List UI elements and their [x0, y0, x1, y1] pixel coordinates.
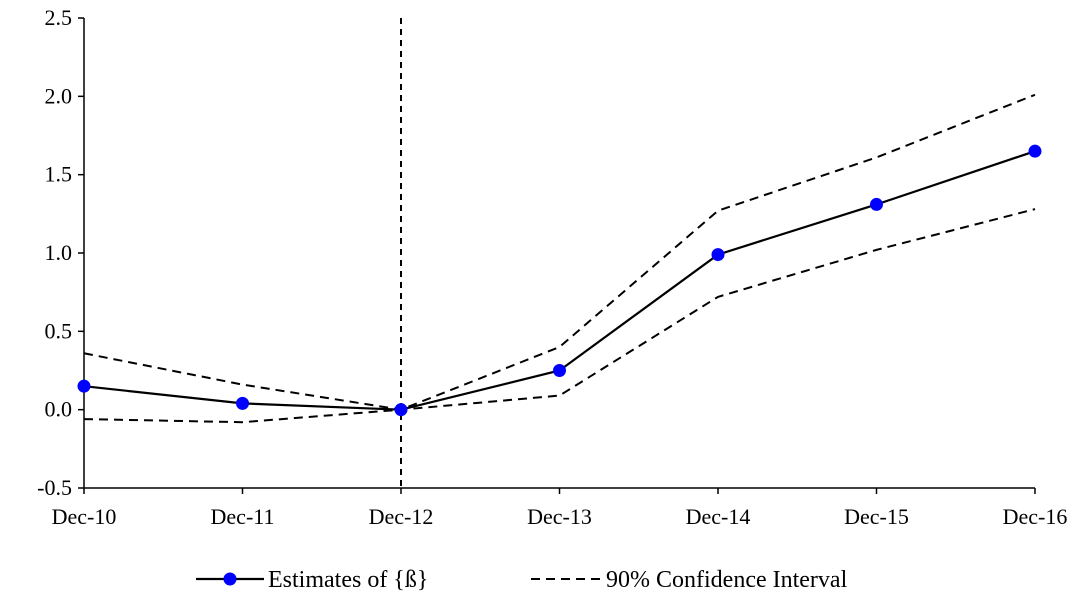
estimate-point [711, 248, 725, 262]
legend: Estimates of {ß} 90% Confidence Interval [196, 567, 848, 593]
y-tick-label: 0.5 [45, 318, 73, 343]
estimate-point [1028, 144, 1042, 158]
series-layer [77, 93, 1042, 424]
y-tick-label: 1.5 [45, 162, 73, 187]
estimate-point [77, 379, 91, 393]
ci-upper-line [83, 93, 1036, 411]
estimate-point [553, 364, 566, 377]
estimate-point [870, 197, 883, 211]
y-tick-label: 1.0 [45, 240, 73, 265]
y-tick-label: 0.0 [45, 397, 73, 422]
legend-estimate-label: Estimates of {ß} [268, 567, 428, 593]
legend-ci-label: 90% Confidence Interval [606, 567, 848, 593]
x-tick-label: Dec-10 [52, 504, 117, 529]
x-tick-label: Dec-15 [844, 504, 909, 529]
y-tick-label: 2.5 [45, 5, 73, 30]
x-tick-label: Dec-12 [369, 504, 434, 529]
x-tick-label: Dec-13 [527, 504, 592, 529]
x-tick-label: Dec-14 [686, 504, 751, 529]
y-tick-label: -0.5 [37, 475, 72, 500]
ci-lower-line [83, 208, 1036, 424]
axes: -0.5 0.0 0.5 1.0 1.5 2.0 2.5 Dec-10 Dec-11 Dec-12… [37, 5, 1067, 529]
legend-estimate-marker [223, 572, 237, 586]
estimate-point [394, 403, 408, 417]
estimate-point [236, 396, 249, 410]
y-tick-label: 2.0 [45, 83, 73, 108]
x-tick-label: Dec-16 [1003, 504, 1068, 529]
x-tick-label: Dec-11 [211, 504, 275, 529]
